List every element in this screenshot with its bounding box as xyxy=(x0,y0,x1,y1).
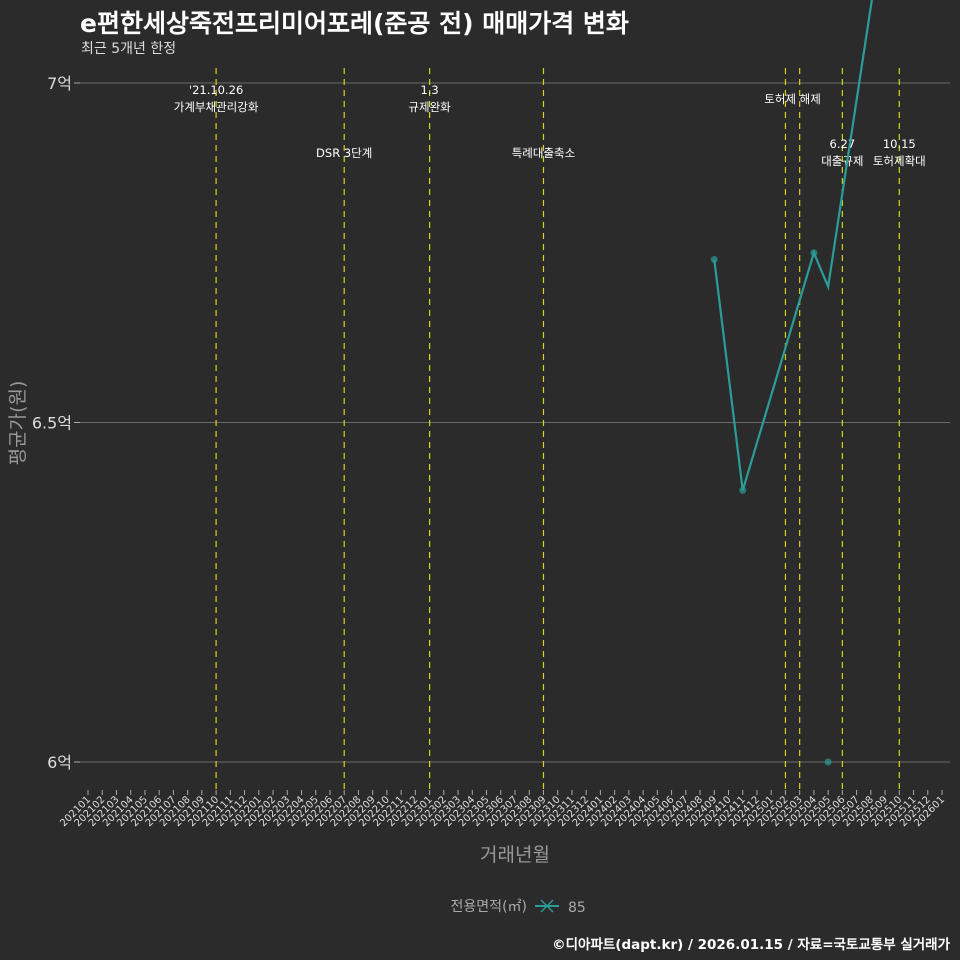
y-tick-label: 7억 xyxy=(47,74,72,93)
data-point xyxy=(710,256,718,264)
x-axis-label: 거래년월 xyxy=(480,844,550,866)
y-axis-label: 평균가(원) xyxy=(7,381,29,466)
data-point xyxy=(824,758,832,766)
series-line-85 xyxy=(713,0,873,491)
source-footer: ©디아파트(dapt.kr) / 2026.01.15 / 자료=국토교통부 실… xyxy=(552,937,950,953)
event-label: 특례대출축소 xyxy=(512,146,575,160)
data-point xyxy=(739,486,747,494)
event-label: 토허제확대 xyxy=(873,154,926,168)
event-label: 가계부채관리강화 xyxy=(174,100,259,114)
y-tick-label: 6.5억 xyxy=(32,414,72,433)
event-label: 1.3 xyxy=(420,83,438,97)
legend-cross-icon xyxy=(540,899,554,913)
chart-subtitle: 최근 5개년 한정 xyxy=(81,41,177,57)
data-point xyxy=(810,249,818,257)
legend-entry: 85 xyxy=(568,900,586,916)
event-label: DSR 3단계 xyxy=(316,146,372,160)
chart-title: e편한세상죽전프리미어포레(준공 전) 매매가격 변화 xyxy=(80,9,629,38)
event-label: 대출규제 xyxy=(821,154,863,168)
y-tick-label: 6억 xyxy=(47,753,72,772)
event-label: 10.15 xyxy=(883,137,916,151)
event-label: 규제완화 xyxy=(408,100,451,114)
event-label: '21.10.26 xyxy=(189,83,243,97)
event-label: 토허제 해제 xyxy=(764,92,821,106)
legend-title: 전용면적(㎡) xyxy=(451,899,527,915)
